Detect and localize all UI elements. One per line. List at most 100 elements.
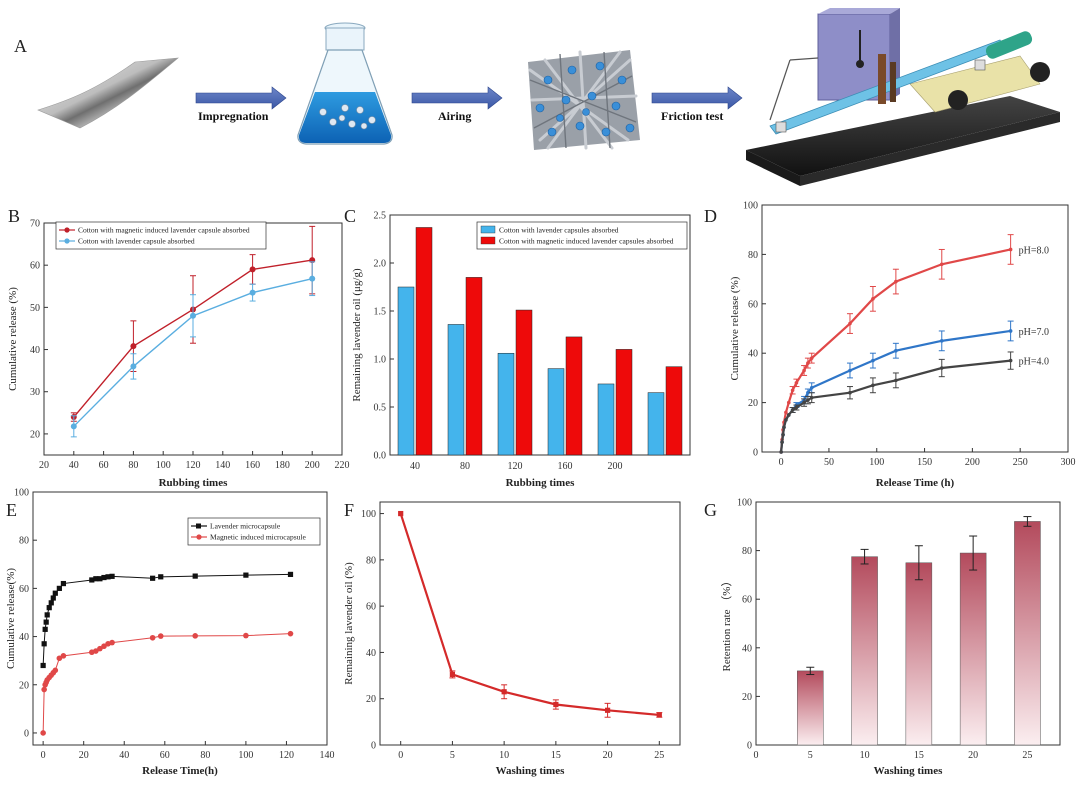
series-label: pH=8.0 — [1019, 245, 1049, 256]
bar — [497, 352, 515, 456]
y-tick-label: 80 — [366, 555, 376, 566]
x-tick-label: 5 — [808, 750, 813, 761]
y-tick-label: 30 — [30, 387, 40, 398]
x-axis-label: Rubbing times — [159, 477, 228, 489]
x-tick-label: 160 — [558, 461, 573, 472]
bar — [1014, 521, 1041, 746]
bar — [905, 562, 933, 746]
data-point — [157, 633, 164, 639]
legend-marker — [64, 227, 70, 233]
panel-letter-c: C — [344, 206, 356, 226]
data-point — [149, 634, 156, 641]
x-axis-label: Rubbing times — [506, 477, 575, 489]
data-point — [782, 425, 786, 430]
y-tick-label: 80 — [742, 546, 752, 557]
data-point — [802, 368, 806, 373]
plot-frame-d — [761, 204, 1069, 453]
data-point — [809, 395, 814, 400]
data-point — [93, 576, 99, 582]
conical-flask-icon — [297, 22, 393, 145]
data-point — [249, 266, 256, 273]
y-axis-label: Cumulative release(%) — [5, 568, 17, 669]
x-tick-label: 15 — [551, 750, 561, 761]
data-point — [60, 580, 67, 587]
data-point — [939, 262, 944, 267]
data-point — [781, 432, 785, 437]
series-line — [780, 359, 1011, 453]
friction-tester-icon — [746, 8, 1060, 186]
x-tick-label: 80 — [460, 461, 470, 472]
x-tick-label: 200 — [965, 457, 980, 468]
y-tick-label: 0 — [24, 728, 29, 739]
data-point — [894, 348, 898, 353]
series-line — [42, 573, 291, 666]
bar — [665, 366, 683, 456]
data-point — [848, 390, 852, 395]
data-point — [287, 571, 294, 578]
x-tick-label: 5 — [450, 750, 455, 761]
cotton-fabric-icon — [37, 57, 179, 129]
data-point — [89, 577, 95, 583]
data-point — [97, 645, 103, 652]
y-tick-label: 20 — [748, 398, 758, 409]
data-point — [309, 275, 316, 282]
x-tick-label: 20 — [39, 460, 49, 471]
data-point — [790, 388, 795, 393]
bar — [797, 670, 824, 746]
y-tick-label: 70 — [30, 219, 40, 230]
data-point — [70, 423, 77, 430]
chart-b-rubbing-cumulative-release: B Rubbing times Cumulative release (%) 20 30… — [7, 206, 350, 489]
bar — [597, 383, 615, 456]
panel-letter-d: D — [704, 206, 717, 226]
bar — [397, 286, 415, 456]
legend-label: Cotton with magnetic induced lavender ca… — [78, 226, 250, 235]
x-tick-label: 25 — [1022, 750, 1032, 761]
x-tick-label: 180 — [275, 460, 290, 471]
data-point — [784, 418, 788, 422]
impregnation-arrow: Impregnation — [195, 86, 287, 123]
series-label: pH=7.0 — [1019, 327, 1049, 338]
y-tick-label: 0 — [371, 741, 376, 752]
bar — [547, 368, 565, 456]
data-point — [52, 667, 59, 674]
x-tick-label: 50 — [824, 457, 834, 468]
x-tick-label: 0 — [398, 750, 403, 761]
data-point — [56, 585, 62, 591]
chart-g-retention-rate: G Washing times Retention rate （%） 0 20 40 60 8… — [704, 498, 1061, 777]
data-point — [939, 366, 944, 370]
data-point — [50, 595, 56, 601]
bar — [465, 277, 483, 456]
y-axis-label: Retention rate （%） — [720, 576, 733, 672]
data-point — [809, 385, 814, 390]
data-point — [109, 639, 115, 646]
data-point — [806, 390, 810, 395]
y-axis-label: Remaining lavender oil (%) — [343, 562, 355, 685]
data-point — [656, 712, 662, 718]
data-point — [42, 626, 48, 632]
y-tick-label: 1.5 — [374, 307, 387, 318]
bar — [647, 392, 665, 456]
data-point — [243, 632, 249, 639]
chart-f-washing-remaining-oil: F Washing times Remaining lavender oil (%)… — [343, 500, 681, 777]
panel-a-letter: A — [14, 36, 27, 56]
x-tick-label: 0 — [754, 750, 759, 761]
y-tick-label: 100 — [14, 488, 29, 499]
x-tick-label: 300 — [1061, 457, 1076, 468]
series-line — [42, 633, 291, 733]
y-tick-label: 60 — [742, 595, 752, 606]
data-point — [109, 573, 115, 579]
y-tick-label: 40 — [748, 349, 758, 360]
legend-label: Lavender microcapsule — [210, 522, 281, 531]
data-point — [150, 575, 156, 581]
y-tick-label: 60 — [30, 261, 40, 272]
data-point — [130, 363, 137, 370]
y-tick-label: 50 — [30, 303, 40, 314]
panel-letter-b: B — [8, 206, 20, 226]
x-tick-label: 100 — [238, 750, 253, 761]
data-point — [105, 574, 111, 580]
x-axis-label: Release Time(h) — [142, 765, 218, 777]
data-point — [786, 413, 791, 417]
x-tick-label: 120 — [279, 750, 294, 761]
y-tick-label: 60 — [19, 584, 29, 595]
series-line — [399, 513, 660, 717]
